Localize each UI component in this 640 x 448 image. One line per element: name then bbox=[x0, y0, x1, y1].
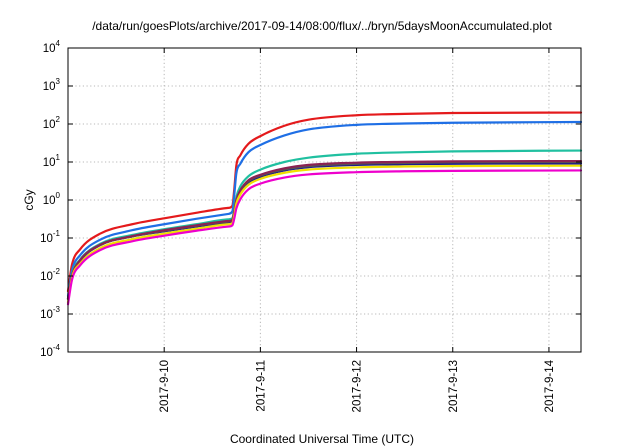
y-axis: 10-4 10-3 10-2 10-1 100 101 102 103 104 bbox=[40, 39, 581, 359]
series-line-8 bbox=[66, 169, 583, 306]
x-axis: 2017-9-10 2017-9-11 2017-9-12 2017-9-13 2017… bbox=[159, 48, 556, 412]
x-tick-label: 2017-9-13 bbox=[448, 360, 460, 412]
series-line-7 bbox=[66, 164, 583, 304]
x-tick-label: 2017-9-14 bbox=[544, 359, 556, 412]
x-axis-label: Coordinated Universal Time (UTC) bbox=[230, 432, 414, 446]
y-tick-label: 104 bbox=[43, 39, 61, 55]
y-tick-label: 103 bbox=[43, 77, 61, 93]
series-line-5 bbox=[66, 160, 583, 300]
series-line-2 bbox=[66, 120, 583, 297]
y-axis-label: cGy bbox=[22, 189, 36, 210]
x-tick-label: 2017-9-11 bbox=[255, 360, 267, 412]
grid bbox=[68, 48, 581, 352]
series-line-6 bbox=[66, 159, 583, 300]
series-line-4 bbox=[66, 162, 583, 300]
x-tick-label: 2017-9-10 bbox=[159, 360, 171, 412]
series-line-1 bbox=[66, 111, 583, 293]
y-tick-label: 10-1 bbox=[40, 229, 60, 245]
y-tick-label: 100 bbox=[43, 191, 61, 207]
y-tick-label: 10-4 bbox=[40, 343, 60, 359]
chart-title: /data/run/goesPlots/archive/2017-09-14/0… bbox=[92, 19, 552, 33]
series-group bbox=[66, 111, 583, 306]
x-tick-label: 2017-9-12 bbox=[352, 360, 364, 412]
y-tick-label: 10-3 bbox=[40, 305, 60, 321]
y-tick-label: 102 bbox=[43, 115, 61, 131]
y-tick-label: 101 bbox=[43, 153, 61, 169]
y-tick-label: 10-2 bbox=[40, 267, 60, 283]
